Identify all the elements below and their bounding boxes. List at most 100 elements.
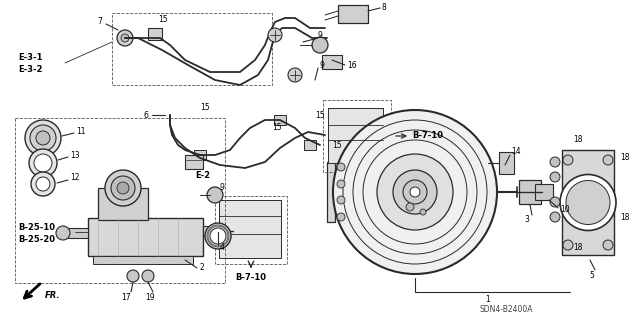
Text: 15: 15 bbox=[158, 16, 168, 25]
Text: 15: 15 bbox=[200, 103, 210, 113]
Circle shape bbox=[603, 240, 613, 250]
Circle shape bbox=[117, 30, 133, 46]
Text: 17: 17 bbox=[121, 293, 131, 302]
Text: 18: 18 bbox=[620, 153, 630, 162]
Bar bbox=[304, 140, 316, 150]
Text: 15: 15 bbox=[315, 110, 324, 120]
Circle shape bbox=[410, 187, 420, 197]
Text: B-7-10: B-7-10 bbox=[412, 131, 443, 140]
Circle shape bbox=[117, 182, 129, 194]
Circle shape bbox=[121, 34, 129, 42]
Circle shape bbox=[337, 180, 345, 188]
Text: 5: 5 bbox=[589, 271, 595, 280]
Bar bbox=[219, 200, 281, 258]
Circle shape bbox=[337, 163, 345, 171]
Bar bbox=[88, 218, 203, 256]
Text: 15: 15 bbox=[272, 123, 282, 132]
Text: 13: 13 bbox=[70, 151, 79, 160]
Circle shape bbox=[288, 68, 302, 82]
Circle shape bbox=[566, 181, 610, 225]
Text: 7: 7 bbox=[97, 18, 102, 26]
Text: SDN4-B2400A: SDN4-B2400A bbox=[480, 306, 534, 315]
Bar bbox=[194, 150, 206, 160]
Circle shape bbox=[56, 226, 70, 240]
Text: 3: 3 bbox=[525, 216, 529, 225]
Circle shape bbox=[268, 28, 282, 42]
Text: FR.: FR. bbox=[45, 291, 61, 300]
Circle shape bbox=[420, 209, 426, 215]
Circle shape bbox=[406, 203, 414, 211]
Bar bbox=[499, 152, 514, 174]
Text: 4: 4 bbox=[220, 243, 225, 253]
Circle shape bbox=[393, 170, 437, 214]
Text: 6: 6 bbox=[143, 110, 148, 120]
Text: 14: 14 bbox=[511, 147, 520, 157]
Bar bbox=[98, 188, 148, 220]
Text: 9: 9 bbox=[318, 31, 323, 40]
Text: B-25-10: B-25-10 bbox=[18, 224, 55, 233]
Bar bbox=[66, 228, 88, 238]
Circle shape bbox=[36, 177, 50, 191]
Bar bbox=[562, 150, 614, 255]
Circle shape bbox=[36, 131, 50, 145]
Bar bbox=[148, 28, 162, 40]
Bar bbox=[328, 108, 383, 163]
Bar bbox=[323, 100, 391, 172]
Bar bbox=[519, 180, 541, 204]
Text: 18: 18 bbox=[573, 243, 582, 253]
Text: 10: 10 bbox=[560, 205, 570, 214]
Circle shape bbox=[31, 172, 55, 196]
Bar bbox=[93, 256, 193, 264]
Circle shape bbox=[127, 270, 139, 282]
Circle shape bbox=[563, 240, 573, 250]
Text: 9: 9 bbox=[320, 61, 325, 70]
Text: 19: 19 bbox=[145, 293, 155, 302]
Text: 1: 1 bbox=[486, 294, 490, 303]
Circle shape bbox=[210, 228, 226, 244]
Circle shape bbox=[403, 180, 427, 204]
Circle shape bbox=[550, 212, 560, 222]
Circle shape bbox=[603, 155, 613, 165]
Bar bbox=[338, 5, 368, 23]
Circle shape bbox=[337, 213, 345, 221]
Text: B-25-20: B-25-20 bbox=[18, 235, 55, 244]
Circle shape bbox=[34, 154, 52, 172]
Text: E-2: E-2 bbox=[195, 170, 210, 180]
Circle shape bbox=[312, 37, 328, 53]
Bar bbox=[215, 196, 287, 264]
Bar bbox=[535, 184, 553, 200]
Bar bbox=[274, 115, 286, 125]
Circle shape bbox=[550, 197, 560, 207]
Text: 18: 18 bbox=[620, 213, 630, 222]
Circle shape bbox=[377, 154, 453, 230]
Text: E-3-2: E-3-2 bbox=[18, 65, 42, 75]
Bar bbox=[327, 162, 335, 222]
Text: 2: 2 bbox=[199, 263, 204, 272]
Text: 15: 15 bbox=[332, 140, 342, 150]
Circle shape bbox=[29, 149, 57, 177]
Text: 9: 9 bbox=[219, 183, 224, 192]
Circle shape bbox=[207, 187, 223, 203]
Circle shape bbox=[550, 157, 560, 167]
Bar bbox=[15, 118, 225, 283]
Circle shape bbox=[111, 176, 135, 200]
Circle shape bbox=[337, 196, 345, 204]
Text: 18: 18 bbox=[573, 136, 582, 145]
Text: 11: 11 bbox=[76, 127, 86, 136]
Circle shape bbox=[25, 120, 61, 156]
Text: 12: 12 bbox=[70, 174, 79, 182]
Circle shape bbox=[142, 270, 154, 282]
Bar bbox=[203, 226, 223, 236]
Text: 8: 8 bbox=[382, 4, 387, 12]
Circle shape bbox=[550, 172, 560, 182]
Bar bbox=[185, 155, 203, 169]
Circle shape bbox=[333, 110, 497, 274]
Bar bbox=[322, 55, 342, 69]
Circle shape bbox=[563, 155, 573, 165]
Text: E-3-1: E-3-1 bbox=[18, 54, 42, 63]
Bar bbox=[112, 13, 272, 85]
Circle shape bbox=[105, 170, 141, 206]
Text: 16: 16 bbox=[347, 61, 356, 70]
Circle shape bbox=[560, 174, 616, 231]
Circle shape bbox=[30, 125, 56, 151]
